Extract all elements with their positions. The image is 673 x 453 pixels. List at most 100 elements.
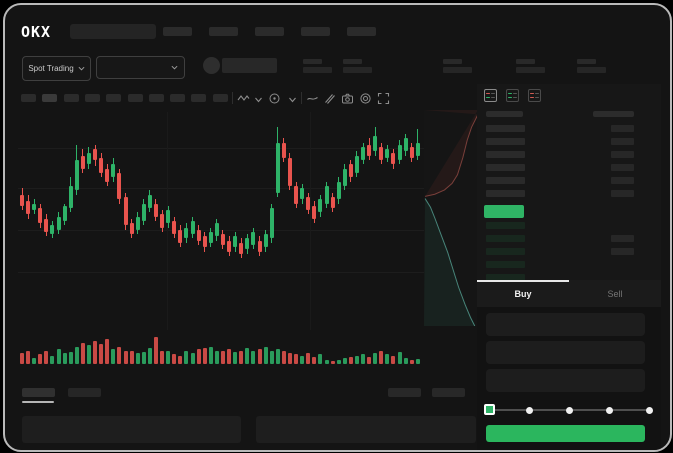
candle-body [111,164,116,178]
trendline-icon[interactable] [306,92,319,105]
interval-button[interactable] [42,94,58,102]
candle-body [44,218,49,232]
candle-body [214,223,219,237]
ask-price-block[interactable] [486,151,525,158]
okx-logo[interactable]: OKX [21,23,52,41]
candlestick-chart[interactable] [18,112,424,330]
interval-button[interactable] [127,94,143,102]
indicators-icon[interactable] [268,92,281,105]
candle-body [160,214,165,228]
nav-item[interactable] [347,27,376,36]
ask-amount-block [611,138,634,145]
volume-bar [56,349,61,364]
volume-bar [233,352,238,364]
book-bids-icon[interactable] [506,89,519,102]
interval-button[interactable] [170,94,186,102]
book-combined-icon[interactable] [484,89,497,102]
volume-bar [135,353,140,364]
candle-body [135,216,140,230]
candle-body [56,216,61,230]
chevron-down-icon[interactable] [252,93,265,106]
slider-stop[interactable] [566,407,573,414]
nav-item[interactable] [301,27,330,36]
ask-price-block[interactable] [486,125,525,132]
candle-body [233,236,238,248]
pair-select[interactable] [96,56,185,79]
price-field[interactable] [486,313,645,336]
bid-price-block[interactable] [486,274,525,281]
interval-button[interactable] [21,94,36,102]
orderbook-rows[interactable] [477,84,661,281]
bid-price-block[interactable] [486,235,525,242]
candle-body [409,146,414,158]
volume-bar [379,351,384,364]
candle-body [20,194,24,206]
orders-tab[interactable] [68,388,101,397]
ask-price-block[interactable] [486,138,525,145]
settings-icon[interactable] [359,92,372,105]
interval-button[interactable] [106,94,122,102]
candle-body [257,240,262,252]
candle-body [367,144,372,156]
orders-action-block[interactable] [388,388,421,397]
interval-button[interactable] [84,94,100,102]
volume-bar [391,355,396,364]
volume-bar [166,351,171,364]
total-field[interactable] [486,369,645,392]
candle-body [68,186,73,208]
candle-body [397,144,402,160]
toolbar-divider [301,92,302,104]
chart-type-icon[interactable] [237,92,250,105]
tab-sell[interactable]: Sell [569,280,661,307]
bid-price-block[interactable] [486,248,525,255]
book-asks-icon[interactable] [528,89,541,102]
candle-body [220,234,225,245]
orders-tab-active[interactable] [22,388,55,397]
slider-handle[interactable] [484,404,495,415]
interval-button[interactable] [191,94,207,102]
candle-body [62,205,67,221]
tab-buy[interactable]: Buy [477,280,569,307]
nav-item[interactable] [255,27,284,36]
slider-stop[interactable] [526,407,533,414]
bid-price-block[interactable] [486,222,525,229]
amount-slider[interactable] [484,403,654,417]
volume-bar [208,347,213,364]
fullscreen-icon[interactable] [377,92,390,105]
stat-value-block [443,67,472,73]
volume-bar [202,348,207,364]
ask-amount-block [611,190,634,197]
buy-submit-button[interactable] [486,425,645,442]
interval-button[interactable] [212,94,228,102]
volume-bar [178,355,183,364]
bid-price-block[interactable] [486,261,525,268]
market-type-selector[interactable]: Spot Trading [22,56,91,81]
toolbar-divider [232,92,233,104]
stat-value-block [343,67,372,73]
candle-body [196,229,201,241]
ask-amount-block [611,125,634,132]
slider-stop[interactable] [606,407,613,414]
candle-body [324,186,329,204]
ask-price-block[interactable] [486,164,525,171]
chevron-down-icon[interactable] [286,93,299,106]
interval-button[interactable] [63,94,79,102]
nav-item[interactable] [209,27,238,36]
nav-item[interactable] [163,27,192,36]
slider-stop[interactable] [646,407,653,414]
ask-price-block[interactable] [486,190,525,197]
volume-bar [141,352,146,364]
ask-price-block[interactable] [486,177,525,184]
depth-chart[interactable] [424,110,478,326]
camera-icon[interactable] [341,92,354,105]
candle-body [263,234,268,248]
interval-button[interactable] [148,94,164,102]
pair-name-block [222,58,277,73]
amount-field[interactable] [486,341,645,364]
last-price-badge[interactable] [484,205,524,218]
candle-body [202,236,207,248]
orders-action-block[interactable] [432,388,465,397]
gridline [18,148,478,149]
search-input[interactable] [70,24,156,39]
brush-icon[interactable] [323,92,336,105]
